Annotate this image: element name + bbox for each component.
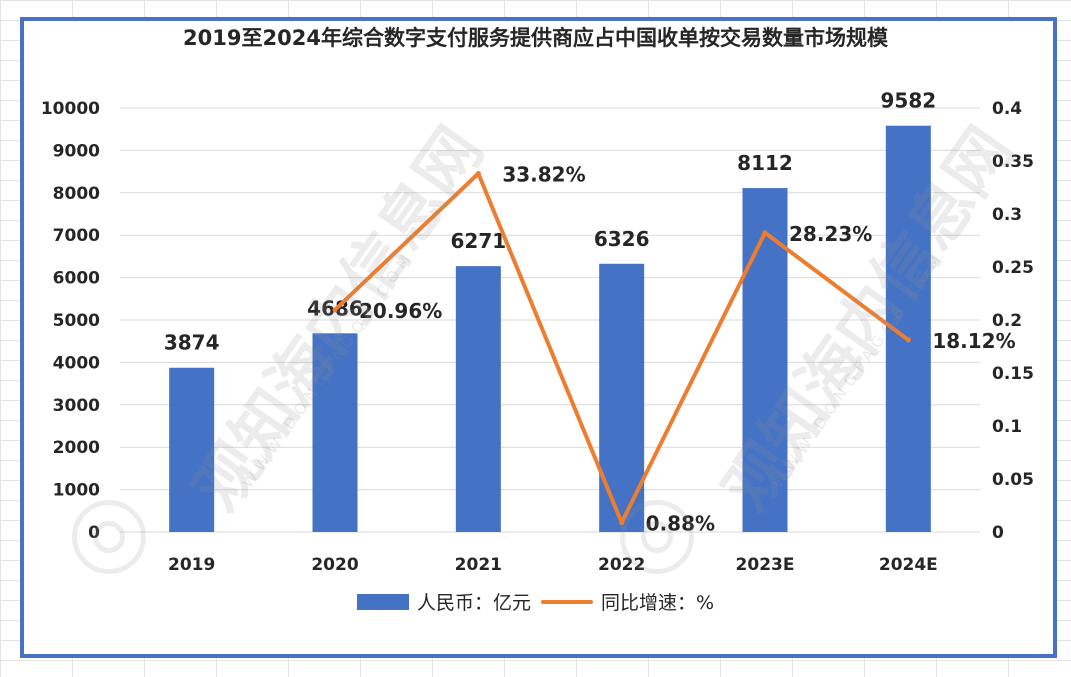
line-data-label: 20.96% — [359, 299, 442, 323]
bar — [312, 333, 358, 532]
chart-legend: 人民币：亿元 同比增速：% — [0, 588, 1071, 615]
bar-data-label: 6271 — [450, 229, 506, 253]
x-tick-label: 2022 — [598, 555, 645, 575]
line-point — [762, 230, 768, 236]
x-tick-label: 2024E — [879, 555, 938, 575]
chart-frame[interactable] — [20, 17, 1057, 658]
line-data-label: 0.88% — [646, 512, 715, 536]
bar-data-label: 9582 — [880, 89, 936, 113]
line-point — [905, 337, 911, 343]
x-tick-label: 2019 — [168, 555, 215, 575]
y-left-tick-label: 3000 — [53, 396, 100, 416]
y-left-tick-label: 4000 — [53, 353, 100, 373]
y-left-tick-label: 9000 — [53, 141, 100, 161]
chart-title: 2019至2024年综合数字支付服务提供商应占中国收单按交易数量市场规模 — [183, 26, 888, 50]
y-right-tick-label: 0.4 — [992, 99, 1022, 119]
y-left-tick-label: 5000 — [53, 311, 100, 331]
legend-item-bar: 人民币：亿元 — [356, 588, 531, 615]
y-right-tick-label: 0.3 — [992, 205, 1022, 225]
line-point — [475, 171, 481, 177]
y-left-tick-label: 2000 — [53, 438, 100, 458]
line-data-label: 33.82% — [502, 163, 585, 187]
bar-data-label: 3874 — [164, 331, 220, 355]
y-right-tick-label: 0 — [992, 523, 1004, 543]
y-right-tick-label: 0.1 — [992, 417, 1022, 437]
bar — [169, 367, 215, 532]
y-right-tick-label: 0.35 — [992, 152, 1034, 172]
y-right-tick-label: 0.05 — [992, 470, 1034, 490]
bar-data-label: 6326 — [594, 227, 650, 251]
bar — [455, 266, 501, 532]
line-data-label: 18.12% — [932, 329, 1015, 353]
y-right-tick-label: 0.15 — [992, 364, 1034, 384]
line-data-label: 28.23% — [789, 222, 872, 246]
y-right-tick-label: 0.2 — [992, 311, 1022, 331]
legend-bar-label: 人民币：亿元 — [416, 592, 531, 614]
line-point — [619, 520, 625, 526]
legend-line-label: 同比增速：% — [600, 592, 715, 614]
legend-line-swatch — [540, 599, 593, 604]
bar — [742, 188, 788, 532]
y-left-tick-label: 10000 — [41, 99, 100, 119]
bar-data-label: 8112 — [737, 151, 793, 175]
y-left-tick-label: 7000 — [53, 226, 100, 246]
y-left-tick-label: 6000 — [53, 269, 100, 289]
y-left-tick-label: 0 — [88, 523, 100, 543]
x-tick-label: 2023E — [736, 555, 795, 575]
line-point — [332, 307, 338, 313]
y-left-tick-label: 8000 — [53, 184, 100, 204]
x-tick-label: 2021 — [455, 555, 502, 575]
legend-item-line: 同比增速：% — [540, 588, 715, 615]
x-tick-label: 2020 — [311, 555, 358, 575]
y-right-tick-label: 0.25 — [992, 258, 1034, 278]
legend-bar-swatch — [356, 593, 409, 610]
y-left-tick-label: 1000 — [53, 481, 100, 501]
